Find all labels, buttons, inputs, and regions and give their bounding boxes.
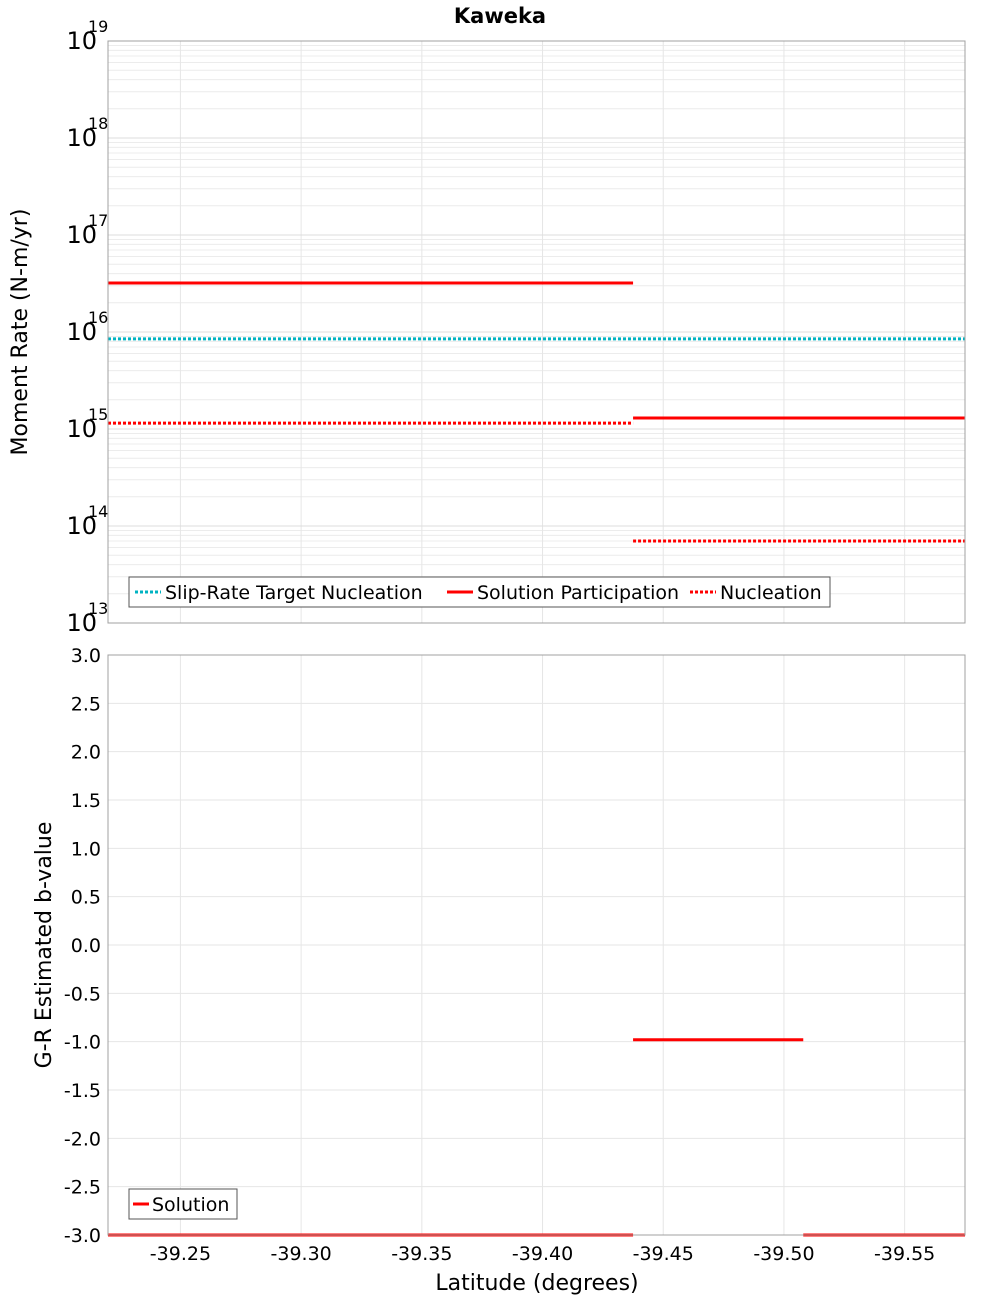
y-axis-label: G-R Estimated b-value	[32, 822, 57, 1069]
y-tick-base: 10	[66, 124, 97, 152]
y-tick-label: 0.5	[71, 887, 101, 909]
legend: Solution	[128, 1188, 238, 1220]
y-axis-label: Moment Rate (N-m/yr)	[8, 209, 33, 456]
y-tick-base: 10	[66, 512, 97, 540]
y-tick-base: 10	[66, 415, 97, 443]
y-tick-label: 3.0	[71, 645, 101, 667]
legend-label: Solution Participation	[477, 582, 679, 604]
y-tick-base: 10	[66, 318, 97, 346]
y-tick-label: -3.0	[64, 1225, 101, 1247]
y-tick-label: -1.5	[64, 1080, 101, 1102]
y-tick-exponent: 19	[88, 17, 108, 36]
y-tick-exponent: 16	[88, 308, 108, 327]
legend: Slip-Rate Target Nucleation Solution Part…	[128, 576, 831, 608]
legend-item: Slip-Rate Target Nucleation	[135, 582, 423, 604]
y-tick-exponent: 14	[88, 502, 108, 521]
series-nucleation	[108, 421, 965, 543]
y-tick-base: 10	[66, 609, 97, 637]
panel-border	[107, 40, 966, 624]
y-tick-label: -2.5	[64, 1177, 101, 1199]
x-tick-label: -39.40	[512, 1243, 573, 1265]
y-tick-exponent: 17	[88, 211, 108, 230]
legend-item: Solution	[133, 1194, 229, 1216]
y-tick-exponent: 13	[88, 599, 108, 618]
y-tick-exponent: 15	[88, 405, 108, 424]
y-tick-label: 0.0	[71, 935, 101, 957]
legend-box	[128, 576, 831, 608]
chart-title: Kaweka	[454, 4, 546, 28]
legend-item: Solution Participation	[447, 582, 679, 604]
x-tick-label: -39.35	[391, 1243, 452, 1265]
y-tick-label: -2.0	[64, 1128, 101, 1150]
legend-item: Nucleation	[690, 582, 822, 604]
x-tick-label: -39.30	[271, 1243, 332, 1265]
panel-border	[107, 654, 966, 1236]
series-solution-participation	[108, 281, 965, 420]
y-tick-label: 1.5	[71, 790, 101, 812]
y-tick-exponent: 18	[88, 114, 108, 133]
y-tick-base: 10	[66, 27, 97, 55]
b-value-panel: -3.0 -2.5 -2.0 -1.5 -1.0 -0.5 0.0 0.5 1.0 1.5 2.0 2…	[32, 645, 966, 1296]
y-tick-label: 2.5	[71, 693, 101, 715]
y-tick-label: 2.0	[71, 742, 101, 764]
y-tick-label: 1.0	[71, 838, 101, 860]
x-tick-label: -39.55	[874, 1243, 935, 1265]
y-tick-label: -0.5	[64, 983, 101, 1005]
legend-label: Nucleation	[720, 582, 822, 604]
x-tick-label: -39.25	[150, 1243, 211, 1265]
legend-label: Slip-Rate Target Nucleation	[165, 582, 423, 604]
legend-label: Solution	[152, 1194, 229, 1216]
y-tick-base: 10	[66, 221, 97, 249]
x-axis-label: Latitude (degrees)	[435, 1271, 638, 1296]
x-tick-label: -39.45	[633, 1243, 694, 1265]
y-tick-label: -1.0	[64, 1032, 101, 1054]
x-tick-label: -39.50	[753, 1243, 814, 1265]
